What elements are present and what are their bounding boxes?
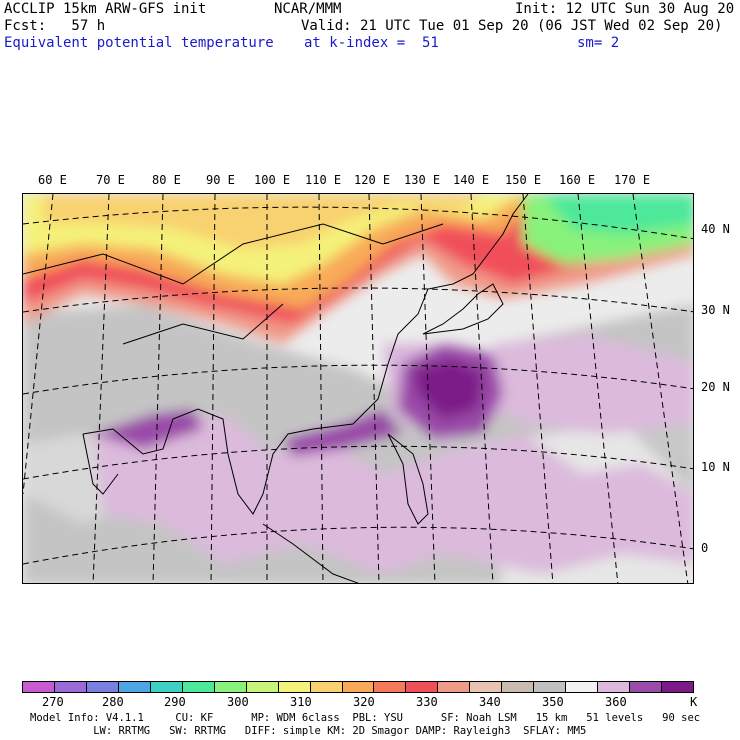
colorbar-swatch: [662, 682, 694, 692]
meridian-line: [368, 194, 380, 583]
colorbar-swatch: [246, 682, 279, 692]
colorbar-swatch: [278, 682, 311, 692]
lon-label: 150 E: [505, 173, 542, 187]
colorbar-swatch: [438, 682, 471, 692]
forecast-hour: Fcst: 57 h: [4, 18, 106, 34]
lon-label: 130 E: [404, 173, 441, 187]
colorbar-label: 360: [605, 695, 627, 709]
asia-coastline: [82, 194, 529, 515]
colorbar-swatch: [534, 682, 567, 692]
sumatra-coastline: [262, 523, 359, 583]
colorbar-label: 280: [102, 695, 124, 709]
model-info-line1: Model Info: V4.1.1 CU: KF MP: WDM 6class…: [30, 712, 701, 724]
lon-label: 120 E: [354, 173, 391, 187]
colorbar-label: 270: [42, 695, 64, 709]
colorbar-swatch: [502, 682, 535, 692]
meridian-line: [152, 194, 164, 583]
colorbar-swatch: [23, 682, 55, 692]
lon-label: 160 E: [559, 173, 596, 187]
colorbar-swatch: [342, 682, 375, 692]
lon-label: 90 E: [206, 173, 235, 187]
meridian-line: [420, 194, 436, 583]
meridian-line: [522, 194, 554, 583]
lon-label: 60 E: [38, 173, 67, 187]
lon-label: 100 E: [254, 173, 291, 187]
colorbar-label: 330: [416, 695, 438, 709]
lon-label: 170 E: [614, 173, 651, 187]
model-level: at k-index = 51: [304, 35, 439, 51]
philippines-coastline: [387, 433, 429, 525]
colorbar-swatch: [214, 682, 247, 692]
colorbar-unit: K: [690, 695, 698, 709]
meridian-line: [92, 194, 110, 583]
colorbar-label: 310: [290, 695, 312, 709]
coastlines: [23, 194, 529, 583]
colorbar-swatch: [310, 682, 343, 692]
model-info-line2: LW: RRTMG SW: RRTMG DIFF: simple KM: 2D …: [30, 725, 587, 737]
lat-label: 20 N: [701, 380, 730, 394]
lat-label: 40 N: [701, 222, 730, 236]
meridian-line: [318, 194, 324, 583]
shaded-field: [23, 194, 693, 583]
colorbar-swatch: [118, 682, 151, 692]
map-panel: [22, 193, 694, 584]
border-line: [122, 303, 284, 345]
colorbar-swatch: [182, 682, 215, 692]
organization-label: NCAR/MMM: [274, 1, 342, 17]
init-time: Init: 12 UTC Sun 30 Aug 20: [515, 1, 735, 17]
colorbar-swatch: [54, 682, 87, 692]
valid-time: Valid: 21 UTC Tue 01 Sep 20 (06 JST Wed …: [301, 18, 723, 34]
lon-label: 80 E: [152, 173, 181, 187]
lat-label: 10 N: [701, 460, 730, 474]
colorbar-swatch: [598, 682, 631, 692]
colorbar-swatch: [150, 682, 183, 692]
colorbar-swatch: [86, 682, 119, 692]
japan-coastline: [422, 283, 504, 335]
lat-label: 0: [701, 541, 709, 555]
lon-label: 70 E: [96, 173, 125, 187]
graticule: [23, 194, 693, 583]
colorbar-label: 290: [164, 695, 186, 709]
colorbar-label: 350: [542, 695, 564, 709]
model-title: ACCLIP 15km ARW-GFS init: [4, 1, 207, 17]
colorbar-label: 300: [227, 695, 249, 709]
meridian-line: [577, 194, 619, 583]
meridian-line: [632, 194, 689, 583]
lon-label: 110 E: [305, 173, 342, 187]
meridian-line: [23, 194, 54, 495]
colorbar-label: 320: [353, 695, 375, 709]
colorbar-swatch: [470, 682, 503, 692]
smoothing-value: sm= 2: [577, 35, 620, 51]
colorbar-swatch: [630, 682, 663, 692]
border-line: [23, 223, 444, 285]
colorbar-label: 340: [479, 695, 501, 709]
india-coastline: [82, 433, 119, 495]
colorbar-swatch: [566, 682, 599, 692]
meridian-line: [470, 194, 494, 583]
theta-e-map: [23, 194, 693, 583]
color-scale: [22, 681, 694, 693]
parallel-line: [23, 206, 693, 240]
lat-label: 30 N: [701, 303, 730, 317]
field-name: Equivalent potential temperature: [4, 35, 274, 51]
colorbar-swatch: [406, 682, 439, 692]
meridian-line: [210, 194, 216, 583]
lon-label: 140 E: [453, 173, 490, 187]
colorbar-swatch: [374, 682, 407, 692]
